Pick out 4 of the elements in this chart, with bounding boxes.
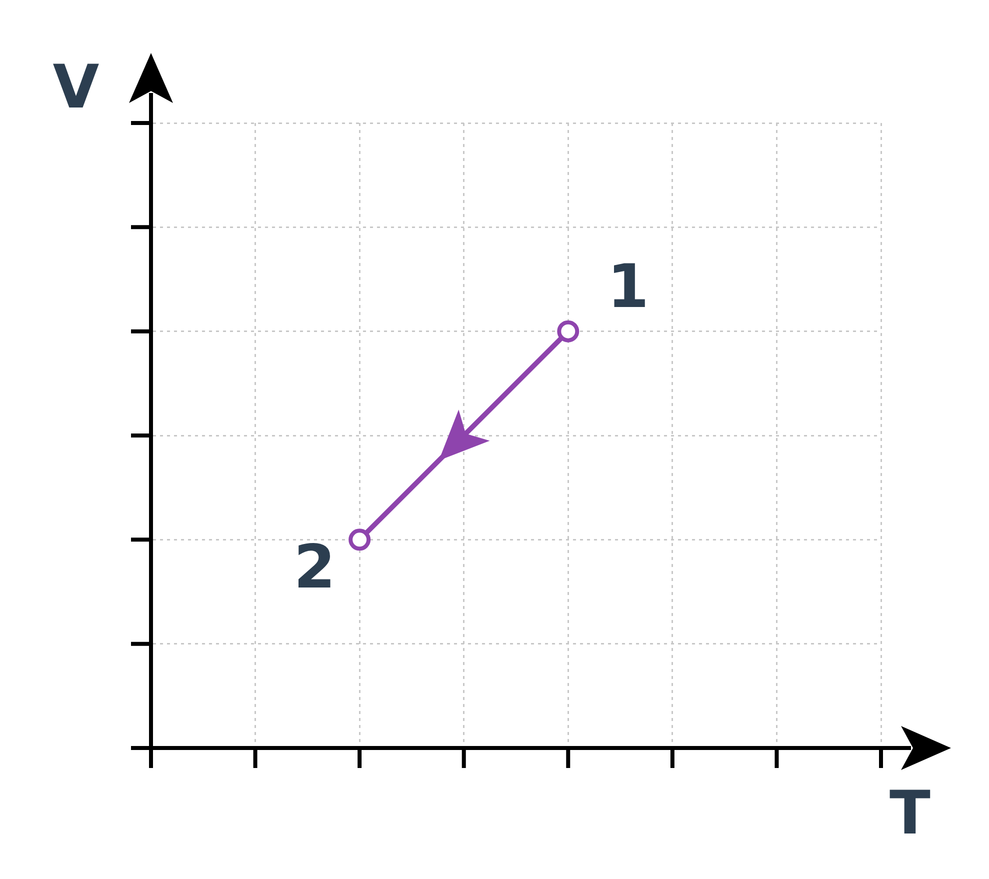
text: 1 [607,252,650,322]
y-axis-title: V [52,52,100,123]
annotation: 2 [294,532,336,602]
x-axis-title: T [890,778,931,849]
